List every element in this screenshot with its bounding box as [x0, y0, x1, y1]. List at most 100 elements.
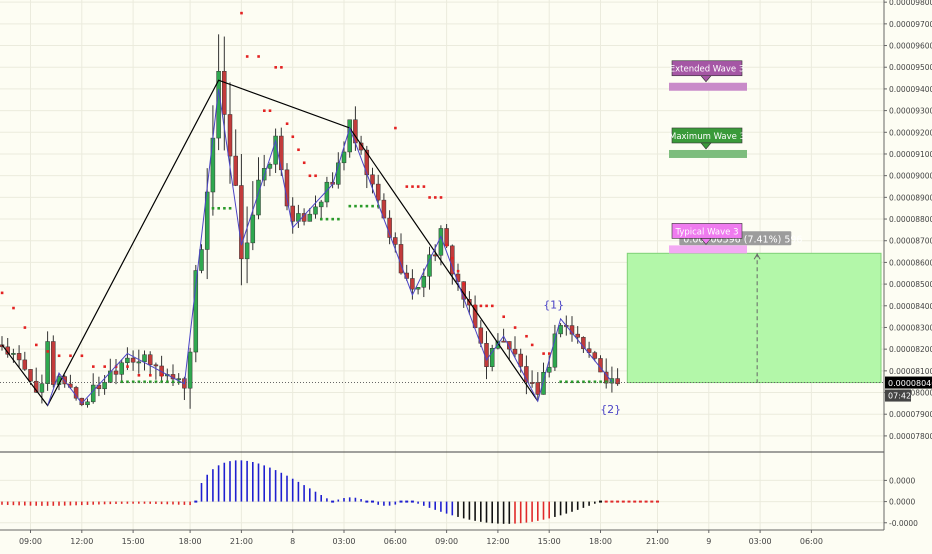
sar-dot-top	[530, 343, 534, 347]
candle-body	[39, 383, 45, 393]
price-tick-label: 0.00008300	[889, 323, 932, 332]
target-label: Maximum Wave 3	[669, 132, 745, 142]
candle-body	[130, 357, 136, 363]
sar-dot-top	[491, 304, 494, 308]
time-tick-label: 8	[290, 537, 295, 546]
candle-body	[244, 242, 250, 260]
time-tick-label: 03:00	[332, 537, 355, 546]
candle-body	[535, 382, 541, 395]
price-tick-label: 0.00009600	[889, 42, 932, 51]
candle-body	[239, 185, 244, 260]
candle-body	[142, 354, 147, 363]
sar-dot-bottom	[354, 204, 357, 208]
oscillator-histogram	[0, 451, 884, 524]
osc-bar	[194, 500, 198, 503]
target-pointer	[700, 75, 712, 83]
candle-body	[16, 353, 22, 361]
candle-body	[222, 71, 227, 115]
candle-body	[199, 249, 204, 271]
measure-tool[interactable]: 0.00000596 (7.41%) 596	[626, 231, 882, 384]
wave-line	[47, 88, 613, 406]
price-tick-label: 0.00008100	[889, 367, 932, 376]
candle-body	[22, 359, 28, 370]
sar-dot-top	[479, 304, 483, 308]
price-tick-label: 0.00008600	[889, 258, 932, 267]
candle-body	[51, 341, 56, 385]
sar-dot-top	[297, 148, 300, 152]
sar-dot-bottom	[365, 204, 369, 208]
sar-dot-top	[502, 315, 505, 319]
sar-dot-top	[445, 243, 448, 247]
sar-dot-bottom	[348, 204, 352, 208]
sar-dot-bottom	[599, 380, 602, 384]
sar-dot-bottom	[582, 380, 585, 384]
sar-dot-top	[525, 334, 528, 338]
sar-dot-bottom	[131, 380, 135, 384]
wave-lines: {1} {2}	[1, 79, 621, 416]
osc-tick-label: 0.0000	[889, 498, 915, 507]
price-tick-label: 0.00009800	[889, 0, 932, 7]
candle-body	[233, 155, 238, 186]
last-price-badge	[885, 376, 932, 389]
time-tick-label: 18:00	[179, 537, 202, 546]
candle-body	[125, 357, 130, 363]
osc-bar	[599, 500, 602, 503]
sar-dot-top	[411, 185, 414, 188]
osc-tick-label: -0.0000	[889, 519, 918, 528]
sar-dot-top	[451, 256, 454, 260]
candle-body	[507, 341, 512, 350]
candle-body	[136, 361, 142, 364]
target-band	[669, 149, 747, 158]
sar-dot-bottom	[177, 380, 181, 384]
sar-dot-top	[114, 365, 118, 368]
candle-body	[341, 151, 347, 164]
target-band	[669, 82, 747, 91]
sar-dot-top	[92, 365, 95, 368]
sar-dot-bottom	[605, 380, 608, 384]
osc-bar	[656, 500, 659, 503]
candle-body	[421, 275, 427, 288]
candle-body	[313, 206, 318, 215]
target-label: Typical Wave 3	[674, 227, 738, 237]
sar-dot-top	[428, 196, 431, 199]
time-tick-label: 21:00	[646, 537, 669, 546]
sar-dot-top	[245, 55, 249, 58]
candle-body	[153, 364, 159, 367]
wave-label: {1}	[543, 298, 564, 311]
price-tick-label: 0.00007800	[889, 432, 932, 441]
sar-dot-top	[291, 135, 295, 139]
sar-dot-top	[548, 352, 551, 355]
sar-dot-bottom	[160, 380, 163, 384]
osc-bar	[616, 500, 620, 503]
osc-bar	[405, 500, 409, 503]
osc-tick-label: 0.0000	[889, 476, 915, 485]
sar-dot-bottom	[565, 380, 568, 384]
sar-dot-bottom	[126, 380, 129, 384]
wave-label: {2}	[600, 403, 621, 416]
sar-dot-bottom	[371, 204, 374, 208]
osc-bar	[621, 500, 625, 503]
parabolic-sar	[0, 11, 608, 384]
candle-body	[450, 245, 455, 275]
sar-dot-top	[257, 55, 260, 58]
candle-body	[250, 214, 256, 244]
candle-body	[552, 333, 558, 368]
candle-body	[444, 228, 449, 247]
sar-dot-top	[308, 174, 312, 178]
sar-dot-bottom	[228, 206, 232, 210]
target-pointer	[700, 142, 712, 150]
candle-body	[581, 337, 586, 349]
sar-dot-bottom	[223, 206, 226, 210]
time-tick-label: 09:00	[19, 537, 42, 546]
osc-bar	[331, 500, 335, 503]
sar-dot-top	[542, 352, 545, 355]
sar-dot-bottom	[171, 380, 175, 384]
candle-body	[28, 369, 33, 382]
sar-dot-top	[69, 354, 72, 358]
sar-dot-top	[513, 326, 517, 329]
osc-bar	[610, 500, 614, 503]
wave-targets[interactable]: Extended Wave 3 Maximum Wave 3 Typical Wav…	[669, 60, 747, 254]
sar-dot-top	[0, 291, 4, 295]
